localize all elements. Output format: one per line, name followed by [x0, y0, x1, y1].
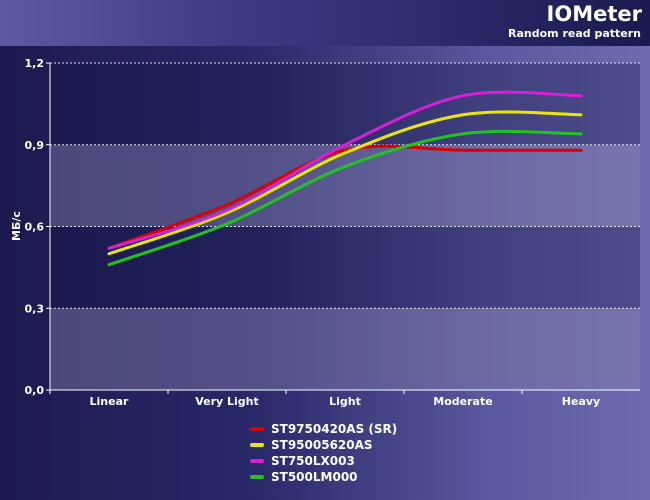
y-tick-label: 0,3	[25, 302, 45, 315]
plot-bands	[50, 63, 640, 390]
plot-band	[50, 308, 640, 390]
x-tick-label: Heavy	[562, 395, 600, 408]
x-tick-label: Moderate	[433, 395, 492, 408]
legend: ST9750420AS (SR) ST95005620AS ST750LX003 ST…	[250, 421, 397, 485]
x-tick-label: Light	[329, 395, 361, 408]
legend-label: ST95005620AS	[271, 438, 373, 452]
legend-label: ST750LX003	[271, 454, 355, 468]
chart-title: IOMeter	[546, 2, 642, 26]
chart-header: IOMeter Random read pattern	[0, 0, 650, 46]
x-tick-label: Very Light	[195, 395, 259, 408]
legend-swatch	[250, 443, 264, 447]
y-axis-label: МБ/с	[10, 211, 23, 241]
x-tick-label: Linear	[90, 395, 129, 408]
legend-item: ST500LM000	[250, 469, 397, 485]
legend-item: ST9750420AS (SR)	[250, 421, 397, 437]
axes	[49, 63, 640, 391]
series-line-2	[107, 110, 583, 256]
y-tick-label: 0,9	[25, 139, 45, 152]
plot-band	[50, 144, 640, 227]
x-tick-labels: Linear Very Light Light Moderate Heavy	[49, 390, 600, 408]
y-tick-labels: 0,0 0,3 0,6 0,9 1,2	[25, 57, 45, 397]
legend-swatch	[250, 475, 264, 479]
series-line-4	[107, 129, 583, 267]
y-tick-label: 1,2	[25, 57, 45, 70]
legend-swatch	[250, 427, 264, 431]
y-tick-label: 0,6	[25, 221, 45, 234]
legend-label: ST500LM000	[271, 470, 358, 484]
legend-swatch	[250, 459, 264, 463]
series-line-3	[107, 90, 583, 250]
legend-item: ST750LX003	[250, 453, 397, 469]
chart-subtitle: Random read pattern	[508, 27, 641, 40]
series-lines	[107, 90, 583, 267]
series-line-1	[107, 144, 583, 250]
y-tick-label: 0,0	[25, 384, 45, 397]
legend-label: ST9750420AS (SR)	[271, 422, 398, 436]
legend-item: ST95005620AS	[250, 437, 397, 453]
grid-lines	[46, 62, 640, 391]
